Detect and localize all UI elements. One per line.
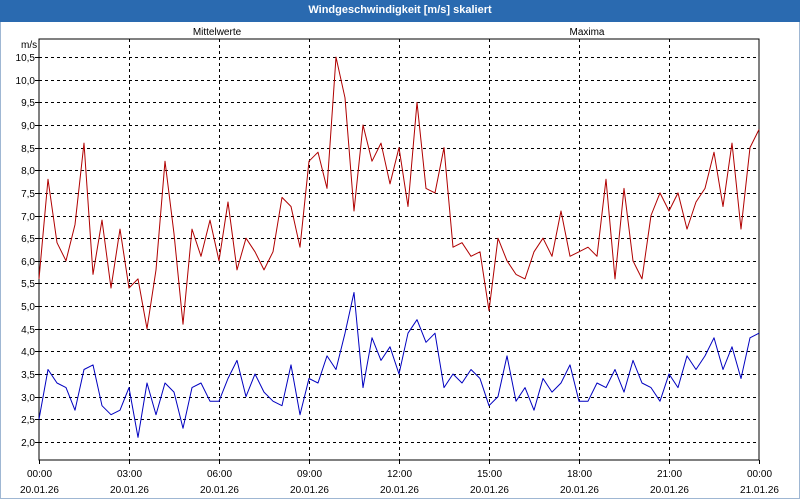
y-tick-label: 8,0 <box>21 166 35 177</box>
x-tick-date: 20.01.26 <box>200 485 239 496</box>
x-tick-date: 20.01.26 <box>650 485 689 496</box>
series-line-maxima <box>38 56 760 330</box>
legend-mittelwerte: Mittelwerte <box>193 27 242 38</box>
x-tick-time: 00:00 <box>747 469 772 480</box>
y-tick-label: 6,5 <box>21 234 35 245</box>
x-tick-date: 20.01.26 <box>470 485 509 496</box>
series-line-mittelwerte <box>38 292 760 438</box>
y-tick-label: 4,5 <box>21 325 35 336</box>
y-tick-label: 9,0 <box>21 121 35 132</box>
window-title: Windgeschwindigkeit [m/s] skaliert <box>0 0 800 22</box>
x-tick-date: 20.01.26 <box>110 485 149 496</box>
y-tick-label: 2,5 <box>21 415 35 426</box>
x-tick-time: 15:00 <box>477 469 502 480</box>
y-tick-label: 3,0 <box>21 393 35 404</box>
x-tick-time: 06:00 <box>207 469 232 480</box>
y-tick-label: 3,5 <box>21 370 35 381</box>
x-tick-time: 03:00 <box>117 469 142 480</box>
x-tick-date: 20.01.26 <box>560 485 599 496</box>
y-tick-label: 7,0 <box>21 212 35 223</box>
y-tick-label: 6,0 <box>21 257 35 268</box>
y-tick-label: 10,5 <box>16 53 36 64</box>
legend-maxima: Maxima <box>569 27 604 38</box>
x-tick-time: 18:00 <box>567 469 592 480</box>
x-tick-date: 20.01.26 <box>20 485 59 496</box>
x-tick-time: 09:00 <box>297 469 322 480</box>
x-tick-time: 21:00 <box>657 469 682 480</box>
y-tick-label: 9,5 <box>21 98 35 109</box>
x-tick-date: 21.01.26 <box>740 485 779 496</box>
x-tick-date: 20.01.26 <box>290 485 329 496</box>
y-tick-label: 5,0 <box>21 302 35 313</box>
y-tick-label: 7,5 <box>21 189 35 200</box>
x-tick-time: 00:00 <box>27 469 52 480</box>
x-tick-time: 12:00 <box>387 469 412 480</box>
y-tick-label: 4,0 <box>21 347 35 358</box>
y-tick-label: 8,5 <box>21 144 35 155</box>
y-tick-label: 2,0 <box>21 438 35 449</box>
x-tick-date: 20.01.26 <box>380 485 419 496</box>
y-tick-label: 10,0 <box>16 76 36 87</box>
y-tick-label: 5,5 <box>21 279 35 290</box>
y-axis-label: m/s <box>21 40 37 51</box>
